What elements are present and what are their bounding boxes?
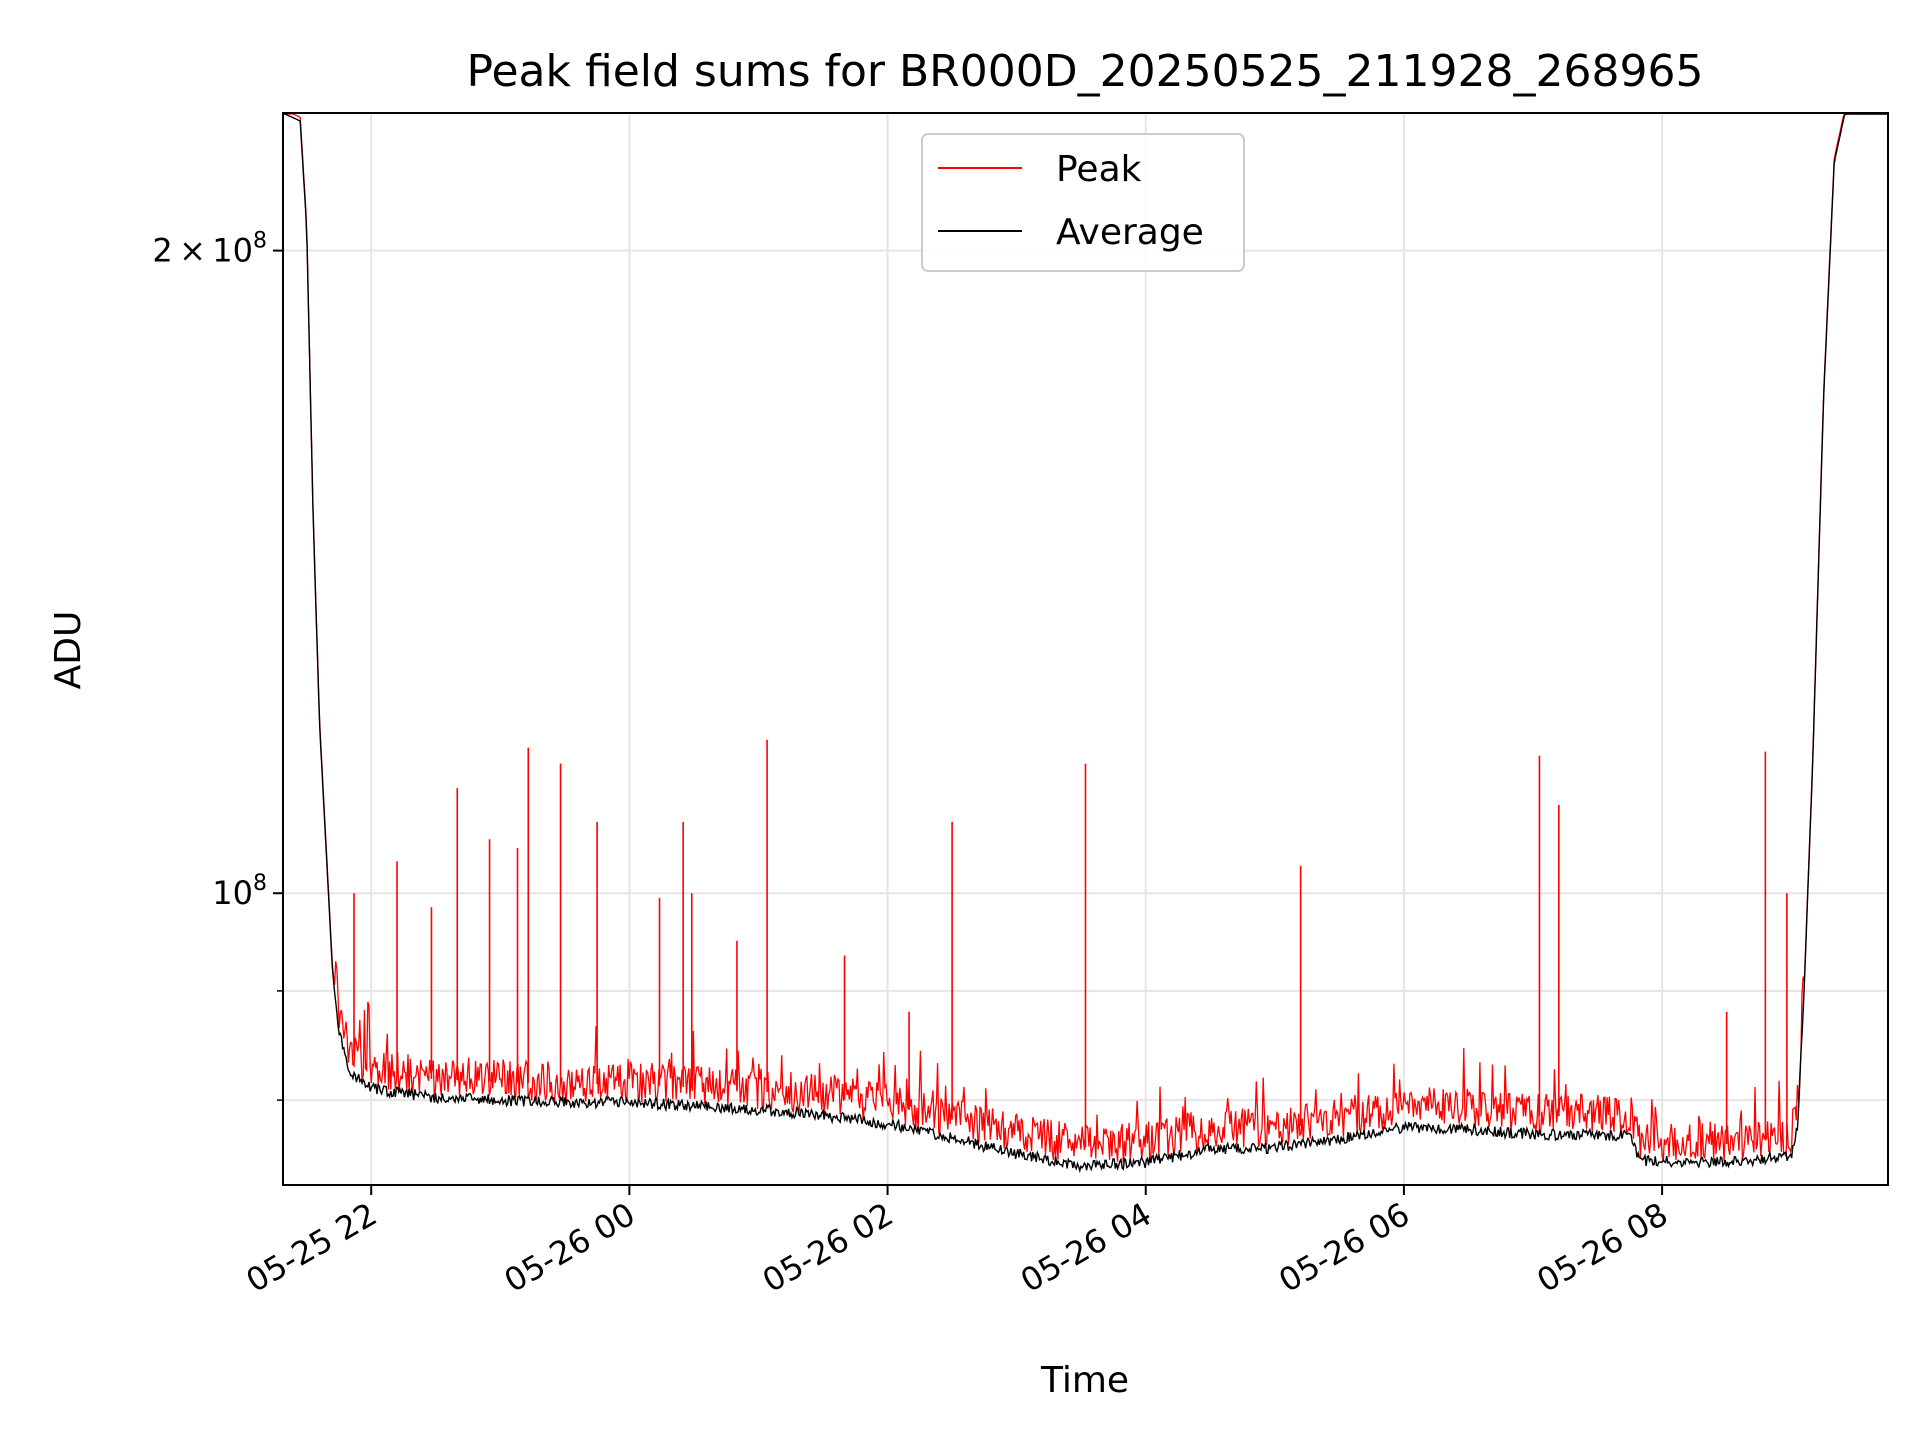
legend-label-peak: Peak	[1056, 149, 1142, 190]
chart-legend: Peak Average	[921, 133, 1245, 272]
y-tick-label: 2 × 108	[152, 229, 267, 270]
series-average-line	[283, 113, 1888, 1174]
legend-label-average: Average	[1056, 212, 1204, 253]
y-axis-label: ADU	[48, 611, 89, 690]
plot-area-frame	[282, 112, 1889, 1186]
x-axis-label: Time	[1040, 1360, 1129, 1401]
series-layer	[283, 113, 1888, 1174]
chart-title: Peak field sums for BR000D_20250525_2119…	[467, 46, 1704, 97]
